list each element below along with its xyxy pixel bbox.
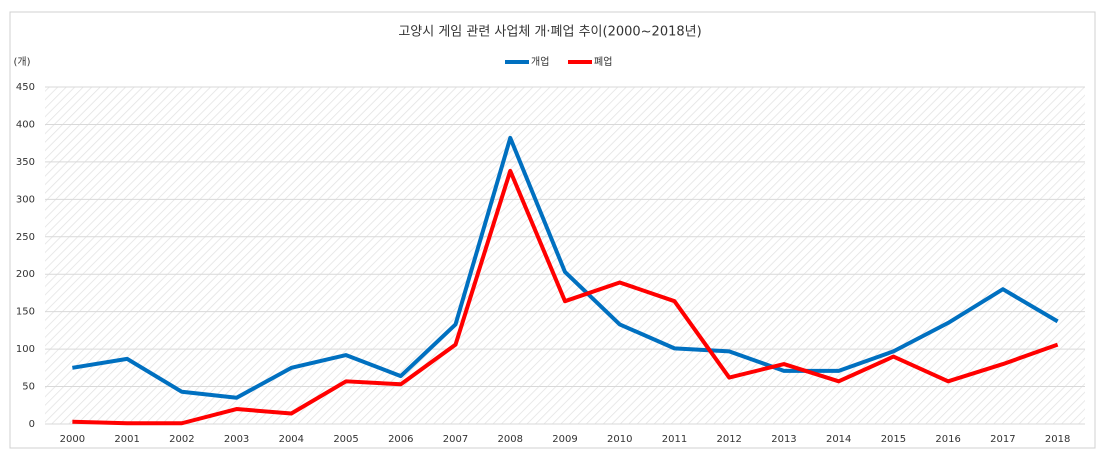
x-tick-label: 2006 (388, 434, 413, 445)
x-tick-label: 2005 (333, 434, 358, 445)
x-tick-label: 2002 (169, 434, 194, 445)
y-tick-label: 300 (16, 194, 35, 205)
x-tick-label: 2008 (498, 434, 523, 445)
x-tick-label: 2013 (771, 434, 796, 445)
y-tick-label: 200 (16, 269, 35, 280)
x-tick-label: 2016 (935, 434, 960, 445)
x-tick-label: 2004 (279, 434, 304, 445)
y-tick-label: 50 (22, 382, 35, 393)
x-tick-label: 2000 (60, 434, 85, 445)
legend-label: 폐업 (594, 55, 612, 68)
x-tick-label: 2010 (607, 434, 632, 445)
y-tick-label: 150 (16, 307, 35, 318)
x-tick-label: 2011 (662, 434, 687, 445)
y-tick-label: 100 (16, 344, 35, 355)
plot-area (45, 87, 1085, 424)
x-tick-label: 2001 (114, 434, 139, 445)
x-tick-label: 2015 (881, 434, 906, 445)
chart-title: 고양시 게임 관련 사업체 개·폐업 추이(2000~2018년) (398, 25, 701, 40)
y-tick-label: 400 (16, 119, 35, 130)
y-axis-label: (개) (13, 56, 30, 68)
series-line (72, 135, 1059, 400)
y-tick-label: 0 (29, 419, 35, 430)
y-tick-label: 350 (16, 157, 35, 168)
y-tick-label: 450 (16, 82, 35, 93)
x-tick-label: 2007 (443, 434, 468, 445)
x-tick-label: 2014 (826, 434, 851, 445)
legend-label: 개업 (531, 55, 549, 68)
x-tick-label: 2009 (552, 434, 577, 445)
x-tick-label: 2018 (1045, 434, 1070, 445)
x-tick-label: 2017 (990, 434, 1015, 445)
x-tick-label: 2003 (224, 434, 249, 445)
series-line (72, 168, 1059, 426)
x-tick-label: 2012 (716, 434, 741, 445)
y-tick-label: 250 (16, 232, 35, 243)
